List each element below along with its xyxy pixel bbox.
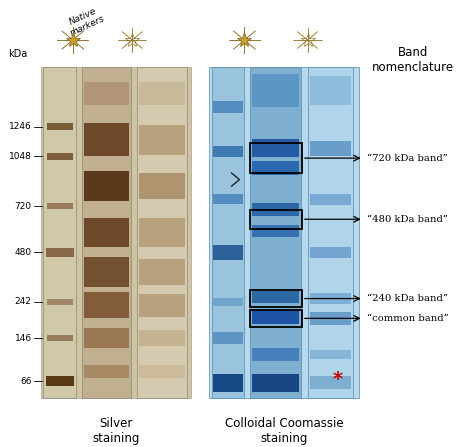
Bar [309, 67, 353, 398]
Bar [139, 218, 185, 247]
Bar [139, 173, 185, 199]
Bar [310, 312, 351, 325]
Bar [253, 225, 299, 236]
Bar [139, 330, 185, 346]
Text: 720: 720 [15, 202, 32, 211]
Bar [213, 101, 243, 113]
Text: 1246: 1246 [9, 122, 32, 131]
Bar [213, 333, 243, 344]
Bar [46, 153, 73, 160]
Text: “common band”: “common band” [367, 314, 449, 323]
Bar [139, 294, 185, 317]
Bar [249, 143, 302, 173]
Bar [310, 76, 351, 105]
Bar [139, 259, 185, 285]
Bar [84, 328, 129, 348]
Bar [253, 139, 299, 157]
Bar [253, 161, 299, 175]
Bar [253, 291, 299, 303]
Text: Colloidal Coomassie
staining: Colloidal Coomassie staining [225, 417, 344, 445]
Bar [46, 203, 73, 209]
Bar [139, 125, 185, 155]
Bar [84, 123, 129, 156]
Bar [84, 365, 129, 378]
Bar [84, 218, 129, 247]
Bar [213, 298, 243, 306]
Bar [46, 299, 73, 305]
Bar [84, 82, 129, 105]
Text: Silver
staining: Silver staining [92, 417, 139, 445]
Text: 146: 146 [15, 334, 32, 343]
Bar [249, 290, 302, 307]
Bar [84, 171, 129, 201]
Bar [249, 310, 302, 327]
Bar [310, 246, 351, 258]
Bar [84, 292, 129, 318]
Bar [139, 82, 185, 105]
Bar [310, 350, 351, 359]
Bar [137, 67, 187, 398]
Bar [253, 203, 299, 216]
Bar [253, 349, 299, 361]
Bar [43, 67, 76, 398]
Bar [46, 248, 73, 257]
Bar [310, 293, 351, 304]
Bar [212, 67, 245, 398]
Bar [46, 335, 73, 341]
Bar [249, 210, 302, 229]
Text: Native
markers: Native markers [64, 5, 106, 38]
Bar [46, 123, 73, 131]
Bar [253, 374, 299, 392]
Text: “480 kDa band”: “480 kDa band” [367, 215, 448, 224]
Text: 480: 480 [15, 248, 32, 257]
Bar [84, 257, 129, 287]
Bar [250, 67, 301, 398]
Bar [82, 67, 131, 398]
Bar [253, 310, 299, 324]
Bar [210, 67, 359, 398]
Text: 66: 66 [20, 377, 32, 386]
Text: *: * [332, 370, 342, 389]
Text: 242: 242 [15, 297, 32, 306]
Bar [310, 194, 351, 205]
Bar [310, 141, 351, 156]
Bar [213, 374, 243, 392]
Text: kDa: kDa [8, 49, 27, 59]
Bar [41, 67, 191, 398]
Bar [310, 376, 351, 389]
Bar [213, 245, 243, 260]
Text: “720 kDa band”: “720 kDa band” [367, 154, 448, 163]
Bar [213, 146, 243, 157]
Text: 1048: 1048 [9, 152, 32, 161]
Bar [139, 365, 185, 378]
Bar [253, 74, 299, 107]
Text: Band
nomenclature: Band nomenclature [372, 46, 454, 74]
Bar [213, 194, 243, 204]
Text: “240 kDa band”: “240 kDa band” [367, 294, 448, 303]
Bar [46, 376, 73, 386]
